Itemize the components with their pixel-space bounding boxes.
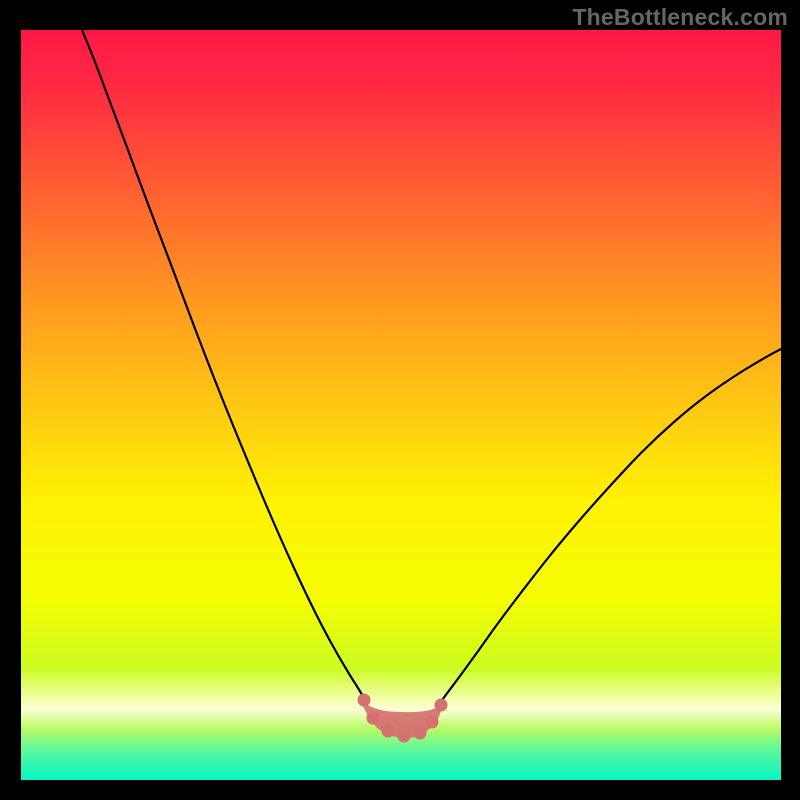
trough-dot bbox=[414, 727, 427, 740]
trough-dot bbox=[367, 712, 380, 725]
trough-dot bbox=[435, 699, 448, 712]
chart-container: TheBottleneck.com bbox=[0, 0, 800, 800]
plot-background bbox=[21, 30, 781, 780]
trough-dot bbox=[358, 694, 371, 707]
watermark-text: TheBottleneck.com bbox=[572, 4, 788, 31]
trough-dot bbox=[398, 730, 411, 743]
trough-dot bbox=[426, 716, 439, 729]
trough-dot bbox=[382, 725, 395, 738]
bottleneck-chart bbox=[0, 0, 800, 800]
